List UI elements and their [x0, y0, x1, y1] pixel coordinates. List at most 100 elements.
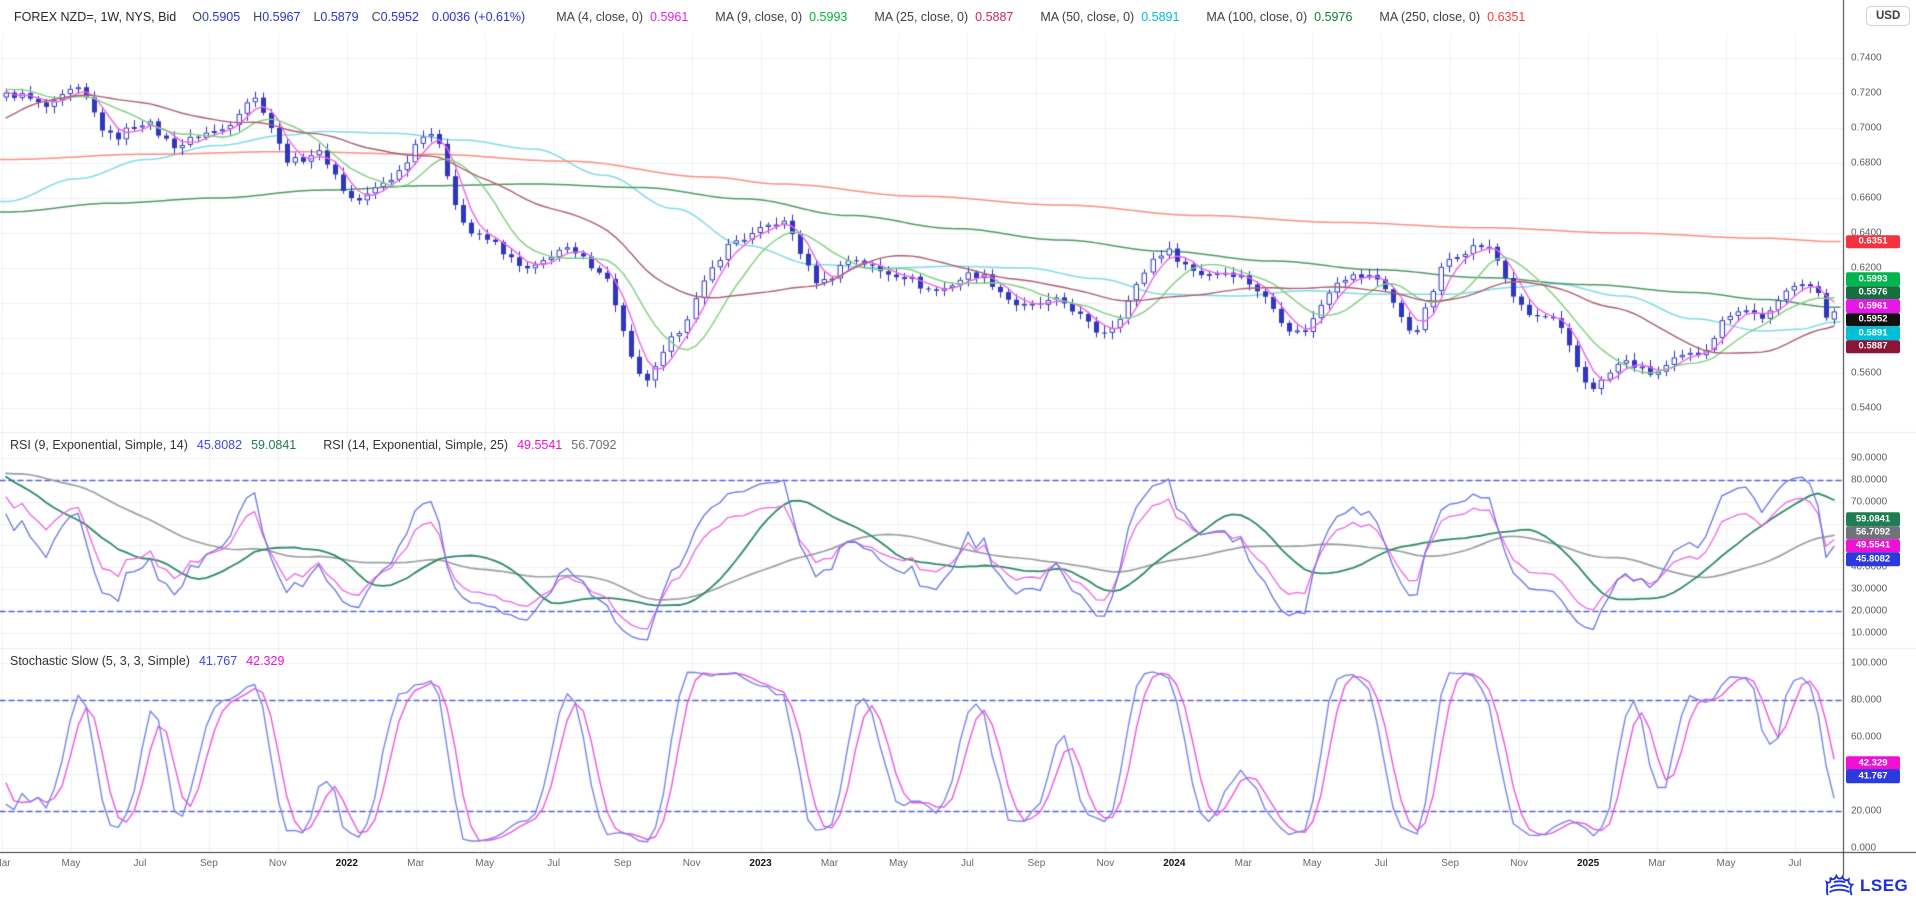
ma25-price-badge: 0.5887	[1846, 339, 1900, 354]
time-axis-month-label: May	[475, 858, 495, 869]
rsi-axis-tick: 40.0000	[1851, 561, 1888, 573]
time-axis-month-label: Sep	[199, 858, 218, 869]
time-axis-year-label: 2023	[749, 858, 772, 869]
ma-legend-ma-9[interactable]: MA (9, close, 0) 0.5993	[715, 10, 848, 24]
rsi-label: RSI (9, Exponential, Simple, 14)	[10, 438, 188, 452]
stoch-label: Stochastic Slow (5, 3, 3, Simple)	[10, 654, 190, 668]
ma-legend-ma-100-value: 0.5976	[1314, 10, 1353, 24]
time-axis-month-label: Sep	[613, 858, 632, 869]
price-axis-tick: 0.6600	[1851, 192, 1882, 204]
price-axis-tick: 0.5600	[1851, 367, 1882, 379]
ma-legend-ma-100[interactable]: MA (100, close, 0) 0.5976	[1206, 10, 1353, 24]
quote-o: O0.5905	[192, 10, 241, 24]
stoch-axis-tick: 60.000	[1851, 731, 1882, 743]
time-axis-month-label: Nov	[682, 858, 701, 869]
stoch-d-badge: 42.329	[1846, 756, 1900, 771]
time-axis-month-label: Mar	[1648, 858, 1666, 869]
time-axis-year-label: 2022	[335, 858, 358, 869]
stoch-axis-tick: 100.000	[1851, 657, 1888, 669]
currency-button[interactable]: USD	[1866, 6, 1911, 26]
stoch-pane-header[interactable]: Stochastic Slow (5, 3, 3, Simple) 41.767 4…	[10, 654, 293, 668]
time-axis-month-label: Jul	[547, 858, 561, 869]
time-axis-month-label: Mar	[407, 858, 425, 869]
ma-legend-ma-250-value: 0.6351	[1487, 10, 1526, 24]
time-axis-month-label: Sep	[1441, 858, 1460, 869]
ma-legend-ma-50[interactable]: MA (50, close, 0) 0.5891	[1040, 10, 1180, 24]
lseg-wordmark: LSEG	[1860, 876, 1909, 895]
time-axis-month-label: Mar	[820, 858, 839, 869]
time-axis-month-label: May	[61, 858, 81, 869]
ma250-price-badge: 0.6351	[1846, 234, 1900, 249]
price-axis-tick: 0.7000	[1851, 122, 1882, 134]
stoch-axis-tick: 80.000	[1851, 694, 1882, 706]
rsi9-ma-badge: 59.0841	[1846, 512, 1900, 527]
rsi-axis-tick: 20.0000	[1851, 605, 1888, 617]
price-axis-tick: 0.6800	[1851, 157, 1882, 169]
time-axis-month-label: Nov	[1510, 858, 1529, 869]
ma-legend-ma-4[interactable]: MA (4, close, 0) 0.5961	[556, 10, 689, 24]
rsi14-value: 49.5541	[517, 438, 563, 452]
rsi14-badge: 49.5541	[1846, 539, 1900, 553]
quote-c: C0.5952	[371, 10, 419, 24]
ma-legend-ma-250[interactable]: MA (250, close, 0) 0.6351	[1379, 10, 1526, 24]
ma-legend-ma-25-value: 0.5887	[975, 10, 1014, 24]
stoch-axis-tick: 0.000	[1851, 842, 1877, 853]
stoch-d-value: 42.329	[246, 654, 285, 668]
time-axis-month-label: Jul	[133, 858, 147, 869]
rsi9-value: 45.8082	[196, 438, 243, 452]
rsi14-ma-value: 56.7092	[571, 438, 617, 452]
ma-legend-ma-25[interactable]: MA (25, close, 0) 0.5887	[874, 10, 1014, 24]
quote-l: L0.5879	[313, 10, 359, 24]
time-axis-month-label: Jul	[961, 858, 974, 869]
time-axis-month-label: Jul	[1374, 858, 1388, 869]
price-axis-tick: 0.6400	[1851, 227, 1882, 239]
time-axis-month-label: Nov	[1096, 858, 1115, 869]
ma9-price-badge: 0.5993	[1846, 272, 1900, 286]
stoch-k-badge: 41.767	[1846, 769, 1900, 784]
instrument-title[interactable]: FOREX NZD=, 1W, NYS, Bid	[14, 10, 177, 24]
ma100-price-badge: 0.5976	[1846, 285, 1900, 300]
rsi-axis-tick: 10.0000	[1851, 627, 1888, 639]
ma50-price-badge: 0.5891	[1846, 326, 1900, 340]
time-axis-month-label: May	[1302, 858, 1322, 869]
time-axis-month-label: Mar	[1234, 858, 1252, 869]
change-pct: (+0.61%)	[474, 10, 526, 24]
ma-legend-ma-4-value: 0.5961	[650, 10, 689, 24]
rsi9-badge: 45.8082	[1846, 552, 1900, 566]
time-axis-year-label: 2025	[1576, 858, 1600, 869]
stoch-axis-tick: 20.000	[1851, 805, 1882, 817]
rsi-axis-tick: 30.0000	[1851, 583, 1888, 595]
last-price-badge: 0.5952	[1846, 312, 1900, 327]
ma-legend-ma-50-value: 0.5891	[1141, 10, 1180, 24]
ma-legend: MA (4, close, 0) 0.5961 MA (9, close, 0) 0.…	[529, 10, 1525, 24]
time-axis-month-label: Mar	[0, 858, 11, 869]
price-axis-tick: 0.7400	[1851, 52, 1882, 64]
price-axis-tick: 0.5400	[1851, 402, 1882, 414]
stoch-k-value: 41.767	[198, 654, 238, 668]
price-axis-tick: 0.7200	[1851, 87, 1882, 99]
rsi9-ma-value: 59.0841	[251, 438, 297, 452]
rsi-axis-tick: 90.0000	[1851, 452, 1888, 464]
time-axis-month-label: Jul	[1788, 858, 1802, 869]
ma-legend-ma-9-value: 0.5993	[809, 10, 848, 24]
rsi-axis-tick: 70.0000	[1851, 496, 1888, 508]
rsi14-ma-badge: 56.7092	[1846, 525, 1900, 540]
time-axis-month-label: Sep	[1027, 858, 1046, 869]
lseg-crest-icon	[1824, 874, 1854, 896]
rsi-pane-header[interactable]: RSI (9, Exponential, Simple, 14) 45.8082 5…	[10, 438, 625, 452]
price-axis-tick: 0.6200	[1851, 262, 1882, 274]
time-axis-year-label: 2024	[1163, 858, 1186, 869]
chart-header: FOREX NZD=, 1W, NYS, Bid O0.5905 H0.5967 L…	[0, 0, 1854, 34]
ohlc-readout: O0.5905 H0.5967 L0.5879 C0.5952	[192, 10, 432, 24]
rsi-axis-tick: 80.0000	[1851, 474, 1888, 486]
time-axis-month-label: May	[889, 858, 908, 869]
ma4-price-badge: 0.5961	[1846, 299, 1900, 313]
rsi14-label: RSI (14, Exponential, Simple, 25)	[323, 438, 509, 452]
time-axis-month-label: May	[1716, 858, 1736, 869]
quote-h: H0.5967	[253, 10, 301, 24]
lseg-logo: LSEG	[1824, 874, 1908, 898]
time-axis-month-label: Nov	[268, 858, 287, 869]
change-abs: 0.0036	[431, 10, 471, 24]
